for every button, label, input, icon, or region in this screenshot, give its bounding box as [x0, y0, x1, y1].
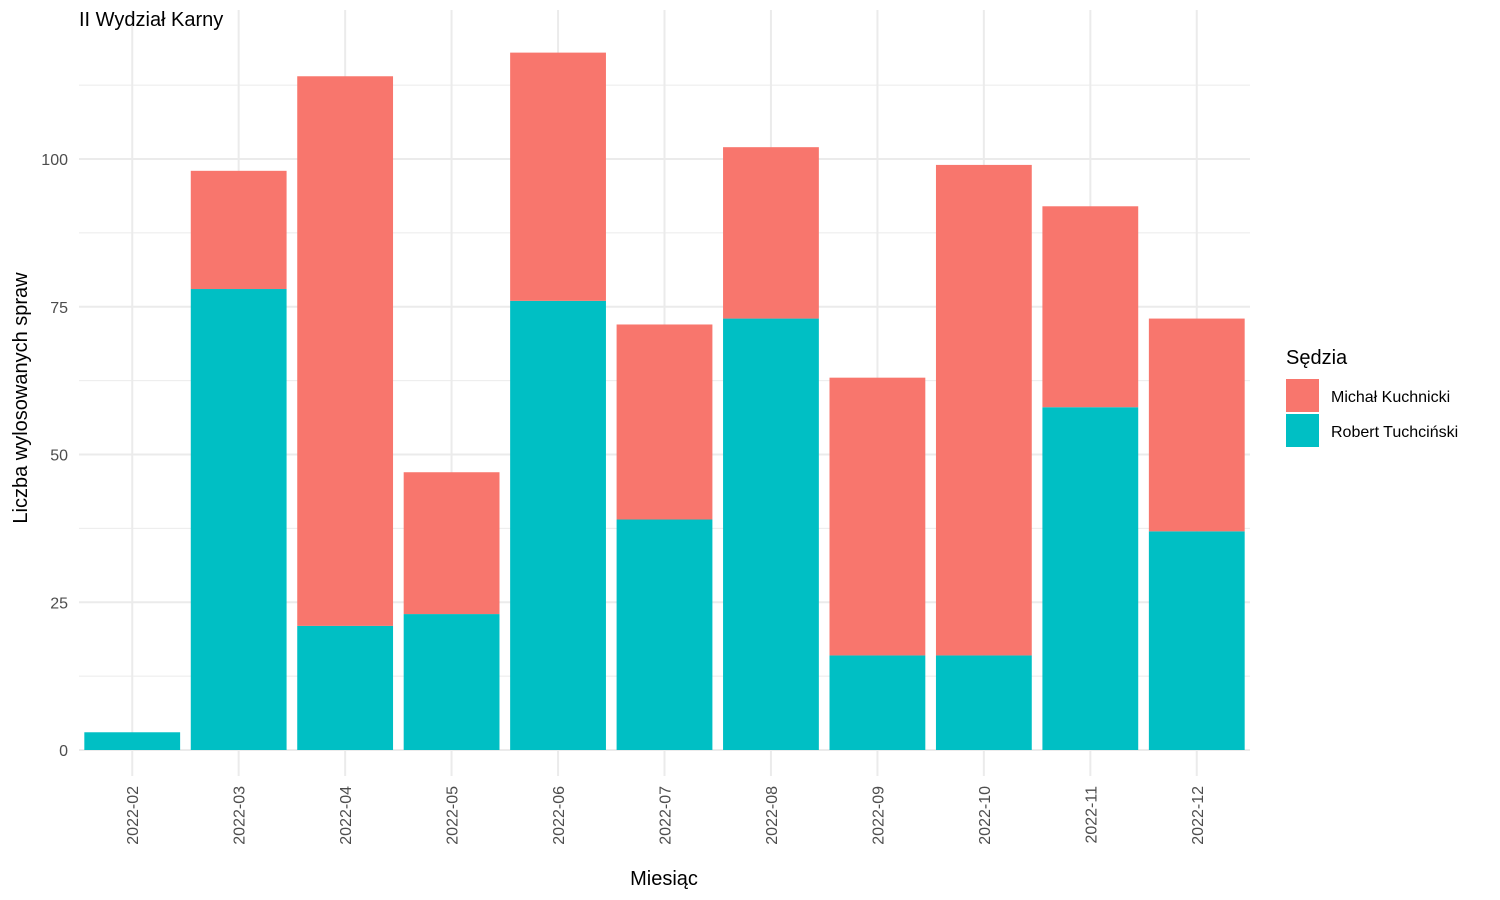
x-tick-label: 2022-06: [551, 786, 568, 845]
y-tick-label: 75: [50, 300, 68, 317]
bar-segment-robert-tuchcinski-2022-04: [297, 625, 394, 750]
bar-segment-michal-kuchnicki-2022-03: [190, 170, 287, 290]
bar-segment-robert-tuchcinski-2022-05: [403, 614, 500, 750]
y-tick-label: 25: [50, 595, 68, 612]
bar-segment-michal-kuchnicki-2022-07: [616, 324, 713, 520]
bar-segment-robert-tuchcinski-2022-02: [84, 732, 181, 750]
bar-segment-robert-tuchcinski-2022-09: [829, 655, 926, 750]
x-tick-label: 2022-08: [764, 786, 781, 845]
x-tick-label: 2022-07: [658, 786, 675, 845]
y-tick-label: 100: [41, 152, 68, 169]
x-axis-ticks: 2022-02 2022-03 2022-04 2022-05 2022-06 2022-…: [125, 786, 1207, 845]
bar-segment-michal-kuchnicki-2022-11: [1042, 206, 1139, 408]
bar-segment-robert-tuchcinski-2022-07: [616, 519, 713, 750]
bar-segment-robert-tuchcinski-2022-10: [935, 655, 1032, 750]
bar-segment-michal-kuchnicki-2022-05: [403, 472, 500, 615]
bar-segment-michal-kuchnicki-2022-12: [1148, 318, 1245, 532]
bar-segment-michal-kuchnicki-2022-04: [297, 76, 394, 626]
y-tick-label: 0: [59, 743, 68, 760]
bar-segment-michal-kuchnicki-2022-06: [510, 52, 606, 301]
legend-title: Sędzia: [1286, 347, 1348, 369]
bar-segment-michal-kuchnicki-2022-10: [935, 164, 1032, 656]
legend-swatch: [1286, 414, 1319, 447]
legend-label: Robert Tuchciński: [1331, 424, 1458, 441]
x-axis-label: Miesiąc: [630, 868, 698, 890]
y-tick-label: 50: [50, 448, 68, 465]
bars: [84, 52, 1245, 750]
chart-title: II Wydział Karny: [79, 9, 223, 31]
x-tick-label: 2022-09: [870, 786, 887, 845]
x-tick-label: 2022-03: [232, 786, 249, 845]
bar-segment-robert-tuchcinski-2022-12: [1148, 531, 1245, 750]
x-tick-label: 2022-11: [1083, 786, 1100, 844]
legend-label: Michał Kuchnicki: [1331, 389, 1450, 406]
legend-swatch: [1286, 379, 1319, 412]
bar-segment-robert-tuchcinski-2022-06: [510, 300, 606, 750]
bar-segment-robert-tuchcinski-2022-11: [1042, 407, 1139, 750]
x-tick-label: 2022-10: [977, 786, 994, 845]
x-tick-label: 2022-05: [445, 786, 462, 845]
x-tick-label: 2022-04: [338, 786, 355, 845]
bar-segment-robert-tuchcinski-2022-08: [723, 318, 819, 750]
y-axis-ticks: 0 25 50 75 100: [41, 152, 68, 760]
legend: Sędzia Michał Kuchnicki Robert Tuchciński: [1286, 347, 1458, 447]
y-axis-label: Liczba wylosowanych spraw: [10, 272, 32, 524]
bar-segment-robert-tuchcinski-2022-03: [190, 289, 287, 750]
bar-segment-michal-kuchnicki-2022-09: [829, 377, 926, 656]
x-tick-label: 2022-12: [1190, 786, 1207, 845]
legend-entries: Michał Kuchnicki Robert Tuchciński: [1286, 379, 1458, 447]
bar-segment-michal-kuchnicki-2022-08: [723, 147, 819, 319]
x-tick-label: 2022-02: [125, 786, 142, 845]
